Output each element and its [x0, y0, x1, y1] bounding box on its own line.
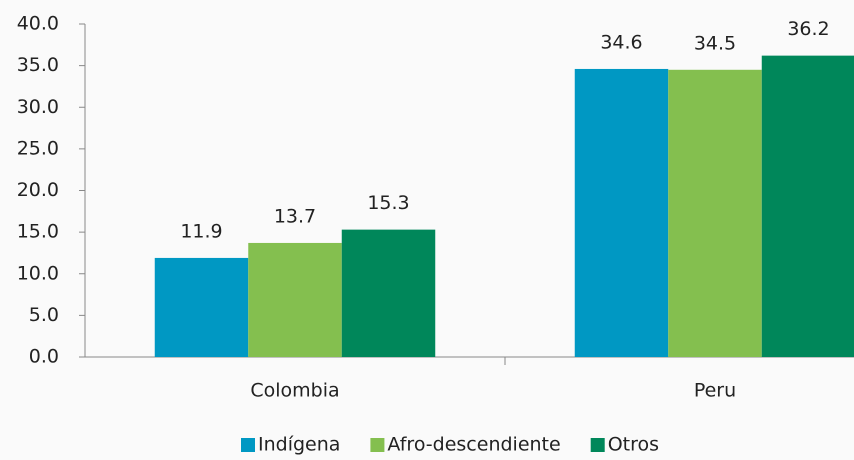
data-label: 34.5: [694, 32, 736, 54]
bar: [341, 229, 436, 357]
y-tick-label: 0.0: [29, 346, 59, 368]
legend-swatch: [370, 438, 385, 452]
y-tick-label: 30.0: [17, 96, 59, 118]
y-tick-label: 5.0: [29, 304, 59, 326]
legend-label: Indígena: [258, 434, 340, 456]
bar: [248, 242, 342, 357]
data-label: 15.3: [367, 192, 409, 214]
bar: [574, 68, 669, 357]
y-tick-label: 25.0: [17, 137, 59, 159]
legend-label: Otros: [608, 434, 659, 456]
x-tick-label: Colombia: [250, 380, 339, 402]
y-tick-label: 10.0: [17, 262, 59, 284]
bar: [761, 55, 854, 357]
y-tick-label: 35.0: [17, 54, 59, 76]
y-tick-label: 40.0: [17, 13, 59, 35]
data-label: 11.9: [180, 220, 222, 242]
data-label: 34.6: [600, 31, 642, 53]
bar: [668, 69, 762, 357]
data-label: 36.2: [787, 18, 829, 40]
bar: [154, 257, 249, 357]
legend-swatch: [590, 438, 605, 452]
legend-swatch: [241, 438, 255, 452]
y-tick-label: 15.0: [17, 221, 59, 243]
y-tick-label: 20.0: [17, 179, 59, 201]
data-label: 13.7: [274, 205, 316, 227]
legend-label: Afro-descendiente: [387, 434, 560, 456]
x-tick-label: Peru: [694, 380, 736, 402]
